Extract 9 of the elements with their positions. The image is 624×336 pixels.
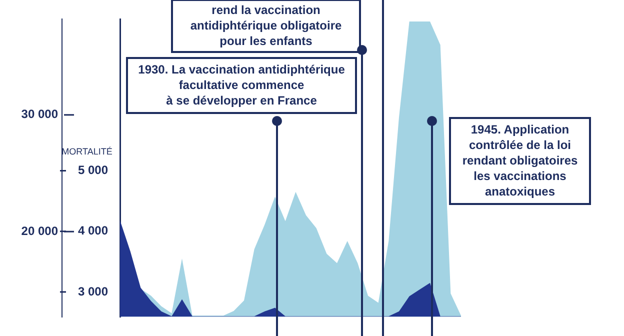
annotation: 1930. La vaccination antidiphtérique facultative commence à se développer en France — [138, 62, 346, 108]
y2-axis-title: MORTALITÉ — [62, 146, 112, 157]
y-tick-label: 20 000 — [21, 224, 58, 238]
y2-tick-label: 4 000 — [78, 224, 108, 238]
y2-tick-label: 5 000 — [78, 163, 108, 178]
y2-tick-label: 3 000 — [78, 284, 108, 298]
annotation: rend la vaccination antidiphtérique obligatoire pour les enfants — [190, 2, 342, 48]
annotation: 1945. Application contrôlée de la loi rendant obligatoires les vaccinations anatoxiques — [462, 122, 578, 198]
y-tick-label: 30 000 — [21, 107, 58, 122]
